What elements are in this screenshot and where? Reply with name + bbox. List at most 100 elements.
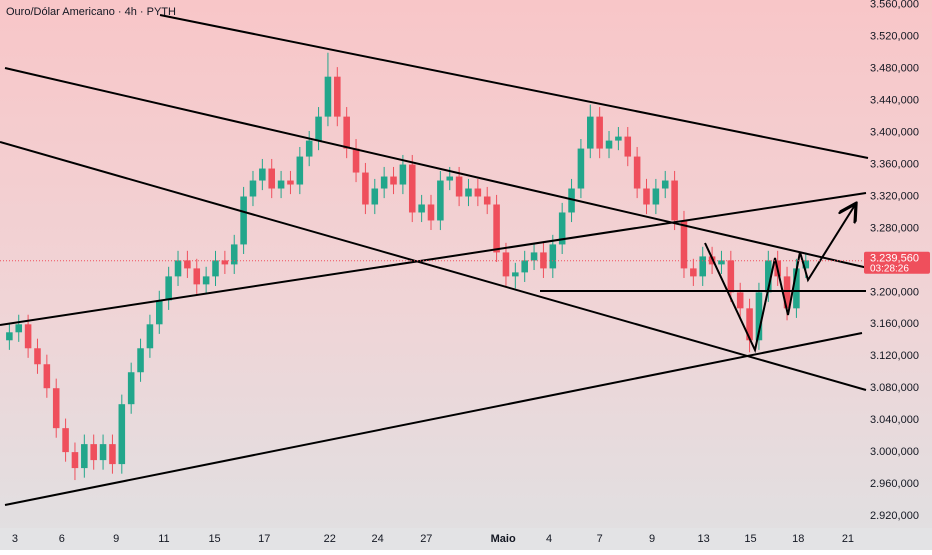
time-axis bbox=[0, 528, 932, 550]
candle-body bbox=[652, 188, 660, 205]
candle-body bbox=[624, 136, 632, 157]
candle-body bbox=[296, 156, 304, 185]
candle-body bbox=[193, 268, 201, 285]
chart-title: Ouro/Dólar Americano · 4h · PYTH bbox=[6, 6, 176, 18]
x-tick-label: 15 bbox=[744, 533, 756, 545]
candle-body bbox=[699, 256, 706, 277]
candle-body bbox=[474, 188, 482, 197]
candle-body bbox=[305, 140, 313, 157]
candle-body bbox=[671, 180, 678, 221]
candle-body bbox=[230, 244, 238, 265]
y-tick-label: 3.320,000 bbox=[870, 190, 919, 202]
candle-body bbox=[52, 388, 60, 429]
trend-line bbox=[0, 192, 867, 326]
current-price-label: 3.239,560 bbox=[870, 253, 919, 265]
candle-body bbox=[549, 244, 557, 269]
trend-line bbox=[4, 67, 869, 269]
candle-body bbox=[802, 260, 810, 269]
candle-body bbox=[390, 176, 397, 185]
candle-body bbox=[718, 260, 725, 265]
candles bbox=[6, 52, 810, 481]
candle-body bbox=[765, 260, 772, 293]
candle-body bbox=[605, 140, 613, 149]
candle-body bbox=[315, 116, 322, 141]
candle-body bbox=[118, 404, 126, 465]
y-tick-label: 3.480,000 bbox=[870, 63, 919, 75]
candle-body bbox=[661, 180, 669, 189]
candle-body bbox=[146, 324, 154, 349]
y-tick-label: 3.280,000 bbox=[870, 222, 919, 234]
price-badge bbox=[864, 251, 930, 274]
candle-body bbox=[437, 180, 444, 221]
x-tick-label: 24 bbox=[371, 533, 383, 545]
candle-body bbox=[81, 444, 88, 469]
candle-body bbox=[427, 204, 435, 221]
candle-body bbox=[212, 260, 219, 277]
y-tick-label: 2.960,000 bbox=[870, 478, 919, 490]
y-tick-label: 3.040,000 bbox=[870, 414, 919, 426]
candle-body bbox=[746, 308, 753, 341]
candle-body bbox=[727, 260, 735, 293]
candle-body bbox=[90, 444, 97, 461]
candle-body bbox=[71, 452, 79, 469]
candle-body bbox=[587, 116, 594, 149]
x-tick-label: 15 bbox=[208, 533, 220, 545]
x-tick-label: 27 bbox=[420, 533, 432, 545]
candle-body bbox=[268, 168, 275, 189]
candle-body bbox=[352, 148, 360, 173]
candle-body bbox=[418, 204, 425, 213]
x-tick-label: Maio bbox=[491, 533, 516, 545]
candle-body bbox=[249, 180, 257, 197]
y-tick-label: 2.920,000 bbox=[870, 510, 919, 522]
x-tick-label: 9 bbox=[113, 533, 119, 545]
candle-body bbox=[15, 324, 23, 333]
y-tick-label: 3.440,000 bbox=[870, 95, 919, 107]
x-tick-label: 3 bbox=[12, 533, 18, 545]
y-tick-label: 3.160,000 bbox=[870, 318, 919, 330]
candle-body bbox=[633, 156, 641, 189]
candle-body bbox=[127, 372, 135, 405]
drawings bbox=[0, 14, 869, 506]
candle-body bbox=[371, 188, 379, 205]
y-tick-label: 3.520,000 bbox=[870, 31, 919, 43]
candle-body bbox=[568, 188, 575, 213]
y-tick-label: 3.560,000 bbox=[870, 0, 919, 11]
x-tick-label: 11 bbox=[158, 533, 169, 545]
candle-body bbox=[24, 324, 32, 349]
candle-body bbox=[43, 364, 51, 389]
y-tick-label: 3.360,000 bbox=[870, 158, 919, 170]
candle-body bbox=[755, 292, 763, 341]
candle-body bbox=[596, 116, 603, 149]
candle-body bbox=[493, 204, 500, 253]
candle-body bbox=[690, 268, 697, 277]
candle-body bbox=[6, 332, 13, 341]
trend-line bbox=[0, 141, 867, 391]
x-tick-label: 22 bbox=[324, 533, 336, 545]
candle-body bbox=[380, 176, 388, 189]
candle-body bbox=[221, 260, 229, 265]
candle-body bbox=[259, 168, 266, 181]
candle-body bbox=[287, 180, 294, 185]
candle-body bbox=[408, 164, 416, 213]
candle-body bbox=[736, 292, 744, 309]
trend-line bbox=[4, 332, 863, 506]
candle-body bbox=[62, 428, 69, 453]
x-tick-label: 21 bbox=[842, 533, 854, 545]
candle-body bbox=[446, 176, 454, 181]
candle-body bbox=[783, 276, 791, 309]
candle-body bbox=[399, 164, 407, 185]
y-tick-label: 3.400,000 bbox=[870, 127, 919, 139]
x-tick-label: 13 bbox=[698, 533, 710, 545]
x-tick-label: 6 bbox=[59, 533, 65, 545]
candle-body bbox=[343, 116, 350, 149]
candle-body bbox=[202, 276, 210, 285]
candle-body bbox=[34, 348, 41, 365]
candle-body bbox=[334, 76, 341, 117]
candle-body bbox=[521, 260, 528, 273]
candle-body bbox=[99, 444, 107, 461]
candle-body bbox=[483, 196, 491, 205]
projection-path bbox=[704, 205, 855, 354]
candle-body bbox=[277, 180, 285, 189]
candle-body bbox=[530, 252, 538, 261]
